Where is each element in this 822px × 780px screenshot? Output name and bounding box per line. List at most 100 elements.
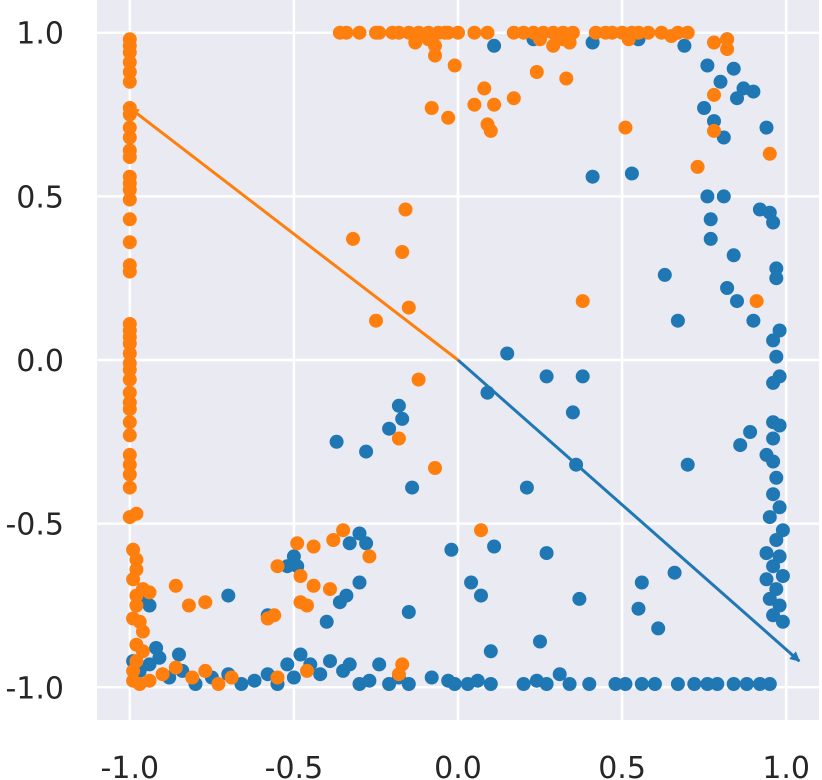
series-1-point [680,25,695,40]
series-0-point [707,114,721,129]
series-0-point [572,591,587,606]
series-0-point [766,559,781,574]
series-0-point [359,536,374,551]
series-0-point [746,313,761,328]
series-0-point [687,677,702,691]
series-1-point [122,362,137,377]
series-0-point [352,526,367,541]
series-0-point [667,565,682,580]
series-1-point [480,25,495,40]
series-0-point [766,487,781,502]
series-1-point [326,533,341,547]
series-1-point [122,346,137,361]
series-0-point [769,261,784,276]
series-0-point [608,677,623,691]
series-0-point [372,657,387,672]
series-0-point [762,677,777,691]
series-0-point [703,231,718,246]
series-1-point [122,415,137,430]
series-0-point [739,677,754,691]
series-0-point [286,670,301,685]
series-0-point [634,575,649,590]
series-0-point [319,614,334,629]
series-1-point [441,110,456,125]
series-0-point [533,634,547,649]
series-0-point [733,438,748,453]
series-0-point [500,346,515,361]
series-1-point [506,91,521,106]
series-0-point [647,677,662,691]
series-1-point [300,598,314,613]
series-0-point [539,546,554,561]
series-0-point [552,667,567,682]
series-1-point [664,29,679,43]
series-0-point [149,641,164,655]
series-1-point [135,624,150,639]
x-tick-label: 0.5 [598,751,646,780]
series-0-point [762,591,777,606]
series-0-point [332,595,347,610]
series-1-point [408,35,423,50]
series-1-point [122,74,137,89]
series-0-point [710,677,725,691]
y-axis-ticks: 1.0 0.5 0.0 -0.5 -1.0 [5,17,64,707]
series-1-point [122,457,137,472]
series-1-point [707,123,721,138]
series-0-point [172,647,186,662]
series-0-point [759,572,774,587]
series-1-point [122,182,137,197]
series-1-point [122,65,137,79]
series-1-point [391,431,406,446]
y-tick-label: 0.0 [16,344,64,379]
series-0-point [766,375,781,390]
series-1-point [122,385,137,400]
series-0-point [720,281,735,295]
series-1-point [122,120,137,135]
series-0-point [221,588,236,603]
series-0-point [769,470,784,485]
series-0-point [313,667,328,682]
series-0-point [487,38,502,53]
series-1-point [631,25,646,40]
series-0-point [280,657,295,672]
series-0-point [700,677,715,691]
series-1-point [516,25,531,40]
series-1-point [122,55,137,70]
x-tick-label: -1.0 [101,751,160,780]
series-1-point [369,313,383,328]
series-1-point [122,447,137,462]
series-0-point [703,212,718,227]
series-0-point [565,405,580,420]
series-0-point [142,657,157,672]
series-1-point [155,667,170,682]
series-1-point [588,25,603,40]
series-0-point [516,677,531,691]
series-0-point [680,457,695,472]
series-0-point [395,411,410,426]
series-1-point [142,585,157,600]
series-1-point [126,663,141,678]
y-tick-label: 1.0 [16,17,64,52]
series-0-point [424,670,439,685]
series-1-point [398,202,413,217]
series-0-point [618,677,633,691]
series-0-point [746,84,761,99]
series-1-point [467,97,482,112]
series-0-point [362,673,377,688]
series-0-point [447,677,462,691]
series-0-point [293,647,308,662]
series-0-point [444,542,459,557]
series-1-point [267,608,282,623]
series-1-point [122,192,137,207]
series-1-point [122,402,137,417]
series-0-point [670,677,685,691]
series-0-point [539,369,554,384]
series-1-point [142,673,157,688]
series-0-point [651,621,666,636]
series-0-point [700,58,715,73]
series-1-point [428,461,442,475]
series-0-point [585,169,600,184]
series-1-point [270,670,285,685]
series-0-point [670,313,685,328]
